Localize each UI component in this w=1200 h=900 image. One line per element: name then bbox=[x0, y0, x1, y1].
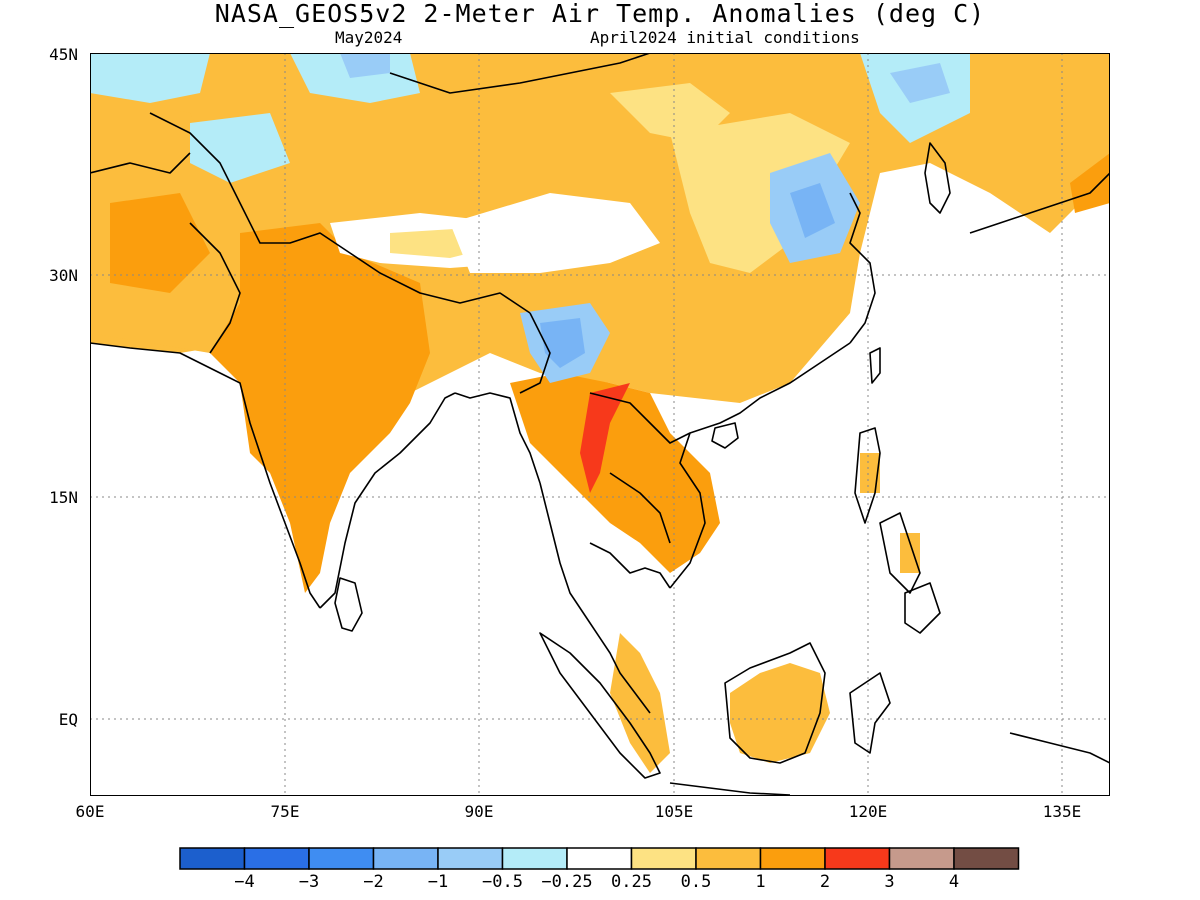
colorbar-swatch bbox=[566, 847, 633, 870]
lon-label-75e: 75E bbox=[270, 802, 300, 821]
lat-label-15n: 15N bbox=[49, 488, 78, 507]
colorbar-swatch bbox=[953, 847, 1020, 870]
lat-label-30n: 30N bbox=[49, 266, 78, 285]
colorbar-swatch bbox=[501, 847, 568, 870]
colorbar-swatch bbox=[630, 847, 697, 870]
map-title: NASA_GEOS5v2 2-Meter Air Temp. Anomalies… bbox=[214, 0, 986, 28]
lon-label-90e: 90E bbox=[464, 802, 494, 821]
colorbar-swatch bbox=[759, 847, 826, 870]
initial-conditions-label: April2024 initial conditions bbox=[590, 28, 860, 47]
colorbar-tick-label: 0.5 bbox=[680, 872, 712, 892]
graticule bbox=[90, 53, 1110, 796]
lat-label-45n: 45N bbox=[49, 45, 78, 64]
colorbar-tick-label: −2 bbox=[363, 872, 384, 892]
lon-label-135e: 135E bbox=[1042, 802, 1082, 821]
lon-label-105e: 105E bbox=[654, 802, 694, 821]
colorbar-swatch bbox=[695, 847, 762, 870]
colorbar-tick-label: 4 bbox=[948, 872, 960, 892]
colorbar-tick-label: 2 bbox=[819, 872, 831, 892]
colorbar-tick-label: 3 bbox=[884, 872, 895, 892]
colorbar-swatch bbox=[308, 847, 375, 870]
colorbar-tick-label: −3 bbox=[298, 872, 320, 892]
anomaly-field bbox=[90, 53, 1110, 773]
colorbar-tick-label: −0.5 bbox=[482, 872, 523, 892]
colorbar-swatch bbox=[437, 847, 504, 870]
colorbar-tick-label: −1 bbox=[427, 872, 449, 892]
lon-label-60e: 60E bbox=[75, 802, 105, 821]
anomaly-map bbox=[90, 53, 1110, 796]
colorbar-tick-label: 1 bbox=[755, 872, 766, 892]
colorbar-swatch bbox=[243, 847, 310, 870]
colorbar-swatch bbox=[888, 847, 955, 870]
colorbar-tick-label: 0.25 bbox=[611, 872, 652, 892]
colorbar-swatch bbox=[179, 847, 246, 870]
lat-label-eq: EQ bbox=[58, 710, 78, 729]
colorbar-tick-label: −4 bbox=[234, 872, 255, 892]
lon-label-120e: 120E bbox=[848, 802, 888, 821]
colorbar-swatch bbox=[824, 847, 891, 870]
colorbar-tick-label: −0.25 bbox=[541, 872, 593, 892]
valid-month: May2024 bbox=[335, 28, 403, 47]
colorbar bbox=[179, 847, 1020, 870]
coastlines bbox=[90, 53, 1110, 796]
colorbar-swatch bbox=[372, 847, 439, 870]
